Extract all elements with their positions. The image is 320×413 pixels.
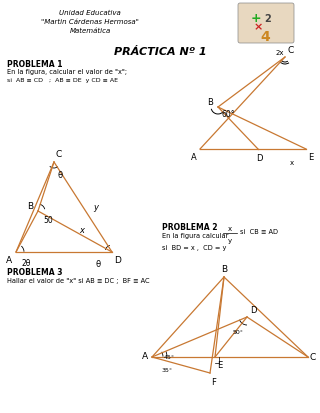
Text: si  BD = x ,  CD = y: si BD = x , CD = y [162, 244, 226, 250]
Text: y: y [228, 237, 232, 243]
Text: B: B [221, 264, 227, 273]
Text: 50: 50 [43, 216, 53, 224]
Text: PROBLEMA 3: PROBLEMA 3 [7, 267, 62, 276]
Text: 2θ: 2θ [21, 259, 30, 267]
Text: PRÁCTICA Nº 1: PRÁCTICA Nº 1 [114, 47, 206, 57]
Text: Matemática: Matemática [69, 28, 111, 34]
Text: A: A [191, 153, 197, 161]
Text: 4: 4 [260, 30, 270, 44]
Text: 50°: 50° [233, 329, 244, 334]
Text: A: A [6, 255, 12, 264]
Text: 2x: 2x [276, 50, 284, 56]
Text: F: F [211, 377, 216, 386]
Text: 35°: 35° [162, 367, 173, 372]
Text: En la figura, calcular el valor de "x";: En la figura, calcular el valor de "x"; [7, 69, 127, 75]
Text: 2: 2 [265, 14, 271, 24]
Text: x: x [228, 225, 232, 231]
Text: En la figura calcular: En la figura calcular [162, 233, 228, 238]
Text: ×: × [253, 22, 263, 32]
Text: x: x [290, 159, 294, 166]
Text: C: C [56, 150, 62, 159]
Text: E: E [217, 360, 222, 369]
Text: C: C [287, 46, 293, 55]
Text: B: B [27, 202, 33, 211]
Text: Hallar el valor de "x" si AB ≡ DC ;  BF ≡ AC: Hallar el valor de "x" si AB ≡ DC ; BF ≡… [7, 277, 150, 283]
FancyBboxPatch shape [238, 4, 294, 44]
Text: 60°: 60° [222, 110, 236, 119]
Text: θ: θ [95, 259, 100, 268]
Text: +: + [251, 12, 261, 25]
Text: B: B [207, 98, 213, 107]
Text: D: D [256, 154, 262, 163]
Text: C: C [310, 353, 316, 362]
Text: E: E [308, 153, 313, 161]
Text: D: D [250, 305, 257, 314]
Text: PROBLEMA 2: PROBLEMA 2 [162, 223, 218, 231]
Text: θ: θ [57, 171, 62, 180]
Text: Unidad Educativa: Unidad Educativa [59, 10, 121, 16]
Text: PROBLEMA 1: PROBLEMA 1 [7, 60, 62, 69]
Text: x: x [79, 225, 84, 235]
Text: y: y [93, 203, 98, 212]
Text: 45°: 45° [164, 354, 175, 359]
Text: D: D [114, 255, 121, 264]
Text: "Martin Cárdenas Hermosa": "Martin Cárdenas Hermosa" [41, 19, 139, 25]
Text: si  AB ≡ CD   ;  AB ≡ DE  y CD ≡ AE: si AB ≡ CD ; AB ≡ DE y CD ≡ AE [7, 78, 118, 83]
Text: A: A [142, 351, 148, 361]
Text: si  CB ≡ AD: si CB ≡ AD [240, 228, 278, 235]
